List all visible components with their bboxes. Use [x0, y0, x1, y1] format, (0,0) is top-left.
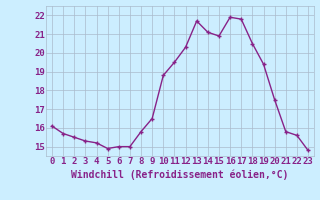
X-axis label: Windchill (Refroidissement éolien,°C): Windchill (Refroidissement éolien,°C): [71, 169, 289, 180]
